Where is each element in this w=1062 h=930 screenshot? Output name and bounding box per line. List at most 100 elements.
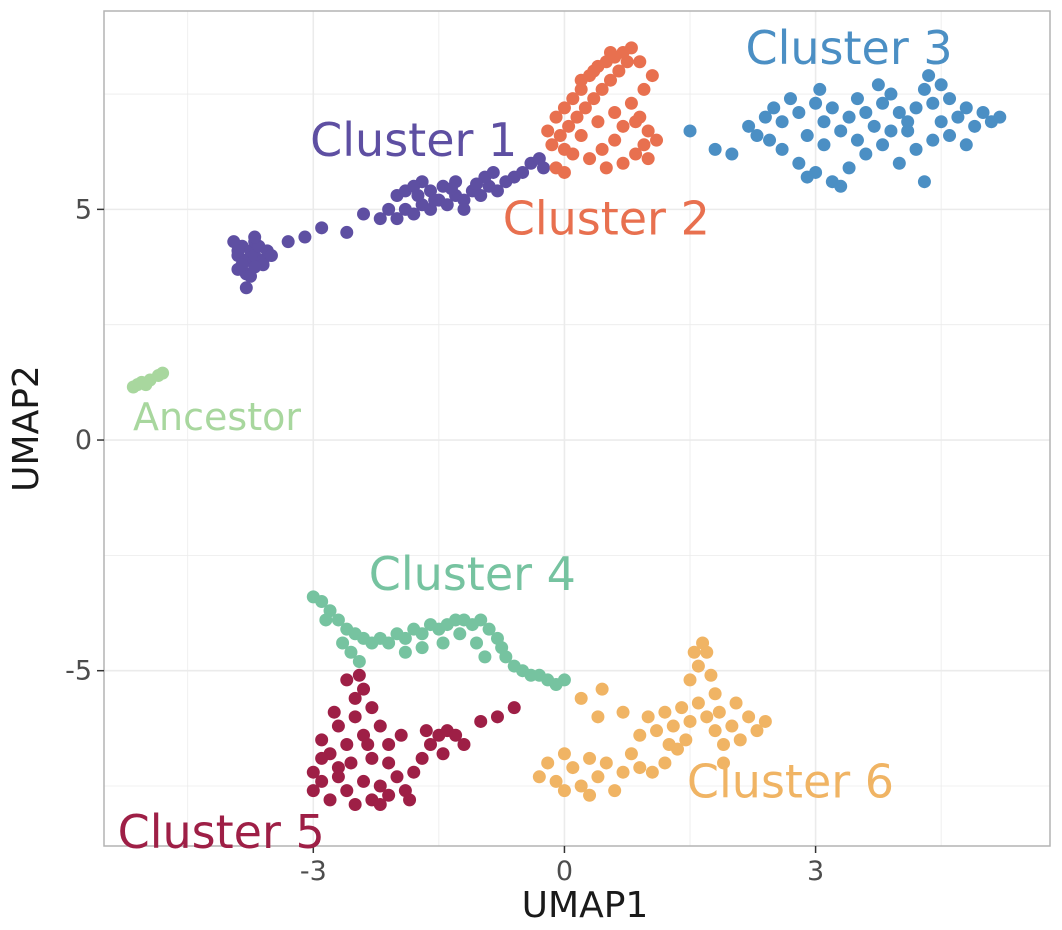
point-cluster-6 xyxy=(700,710,714,724)
point-cluster-3 xyxy=(926,96,940,110)
point-cluster-6 xyxy=(541,756,555,770)
point-cluster-5 xyxy=(331,761,345,775)
point-cluster-4 xyxy=(315,594,329,608)
x-tick-label: 3 xyxy=(807,856,824,887)
point-cluster-3 xyxy=(850,92,864,106)
label-cluster-4: Cluster 4 xyxy=(369,547,576,601)
point-cluster-5 xyxy=(344,756,358,770)
point-cluster-5 xyxy=(315,751,329,765)
point-cluster-1 xyxy=(490,184,504,198)
point-cluster-2 xyxy=(566,92,580,106)
point-cluster-5 xyxy=(315,774,329,788)
point-cluster-2 xyxy=(612,64,626,78)
point-cluster-3 xyxy=(943,129,957,143)
point-cluster-5 xyxy=(436,747,450,761)
point-cluster-3 xyxy=(792,156,806,170)
point-cluster-4 xyxy=(557,673,571,687)
point-cluster-2 xyxy=(570,110,584,124)
point-cluster-3 xyxy=(909,101,923,115)
point-cluster-5 xyxy=(474,714,488,728)
cluster-labels: Cluster 1 Cluster 2 Cluster 3 Ancestor Clust… xyxy=(118,21,953,859)
point-cluster-3 xyxy=(976,105,990,119)
point-cluster-5 xyxy=(306,765,320,779)
point-cluster-3 xyxy=(876,96,890,110)
point-cluster-5 xyxy=(327,705,341,719)
point-cluster-5 xyxy=(331,770,345,784)
data-points xyxy=(126,41,1007,811)
point-cluster-2 xyxy=(541,124,555,138)
point-cluster-2 xyxy=(566,147,580,161)
point-cluster-2 xyxy=(608,133,622,147)
point-cluster-6 xyxy=(641,710,655,724)
point-cluster-1 xyxy=(248,230,262,244)
point-cluster-2 xyxy=(595,142,609,156)
point-cluster-6 xyxy=(566,761,580,775)
point-cluster-3 xyxy=(800,129,814,143)
x-axis-title: UMAP1 xyxy=(522,885,649,926)
point-cluster-2 xyxy=(629,115,643,129)
point-cluster-4 xyxy=(415,641,429,655)
point-cluster-2 xyxy=(641,124,655,138)
point-cluster-5 xyxy=(306,784,320,798)
point-cluster-3 xyxy=(959,101,973,115)
point-cluster-4 xyxy=(344,645,358,659)
point-cluster-6 xyxy=(712,705,726,719)
x-tick-label: 0 xyxy=(556,856,573,887)
point-cluster-6 xyxy=(633,728,647,742)
point-cluster-4 xyxy=(352,654,366,668)
label-ancestor: Ancestor xyxy=(133,395,301,439)
point-cluster-6 xyxy=(616,705,630,719)
point-cluster-2 xyxy=(574,82,588,96)
point-cluster-6 xyxy=(595,682,609,696)
point-cluster-2 xyxy=(587,92,601,106)
point-cluster-2 xyxy=(549,110,563,124)
point-cluster-2 xyxy=(557,101,571,115)
point-cluster-5 xyxy=(340,784,354,798)
point-cluster-5 xyxy=(419,724,433,738)
point-cluster-1 xyxy=(231,244,245,258)
point-cluster-3 xyxy=(809,96,823,110)
point-cluster-6 xyxy=(683,714,697,728)
point-cluster-5 xyxy=(365,701,379,715)
point-cluster-6 xyxy=(683,673,697,687)
point-cluster-2 xyxy=(587,64,601,78)
point-cluster-5 xyxy=(357,774,371,788)
point-cluster-3 xyxy=(892,105,906,119)
point-cluster-4 xyxy=(331,613,345,627)
point-cluster-3 xyxy=(922,69,936,83)
point-cluster-1 xyxy=(281,235,295,249)
point-cluster-3 xyxy=(934,78,948,92)
point-cluster-1 xyxy=(315,221,329,235)
point-cluster-6 xyxy=(758,714,772,728)
point-cluster-5 xyxy=(348,710,362,724)
point-cluster-6 xyxy=(583,788,597,802)
point-cluster-2 xyxy=(591,115,605,129)
point-cluster-6 xyxy=(616,765,630,779)
point-cluster-5 xyxy=(373,779,387,793)
point-ancestor xyxy=(156,366,170,380)
point-cluster-6 xyxy=(574,691,588,705)
point-cluster-4 xyxy=(398,645,412,659)
point-cluster-5 xyxy=(403,793,417,807)
point-cluster-1 xyxy=(373,212,387,226)
point-cluster-5 xyxy=(340,673,354,687)
label-cluster-3: Cluster 3 xyxy=(745,21,952,75)
point-cluster-6 xyxy=(658,705,672,719)
point-cluster-4 xyxy=(436,636,450,650)
point-cluster-3 xyxy=(775,142,789,156)
point-cluster-3 xyxy=(792,105,806,119)
point-cluster-5 xyxy=(331,719,345,733)
point-cluster-5 xyxy=(340,738,354,752)
point-cluster-4 xyxy=(398,631,412,645)
point-cluster-6 xyxy=(717,738,731,752)
point-cluster-6 xyxy=(679,733,693,747)
point-cluster-3 xyxy=(859,147,873,161)
point-cluster-1 xyxy=(537,161,551,175)
point-cluster-3 xyxy=(993,110,1007,124)
point-cluster-5 xyxy=(373,797,387,811)
point-cluster-6 xyxy=(675,701,689,715)
point-cluster-1 xyxy=(444,182,458,196)
point-cluster-6 xyxy=(717,756,731,770)
